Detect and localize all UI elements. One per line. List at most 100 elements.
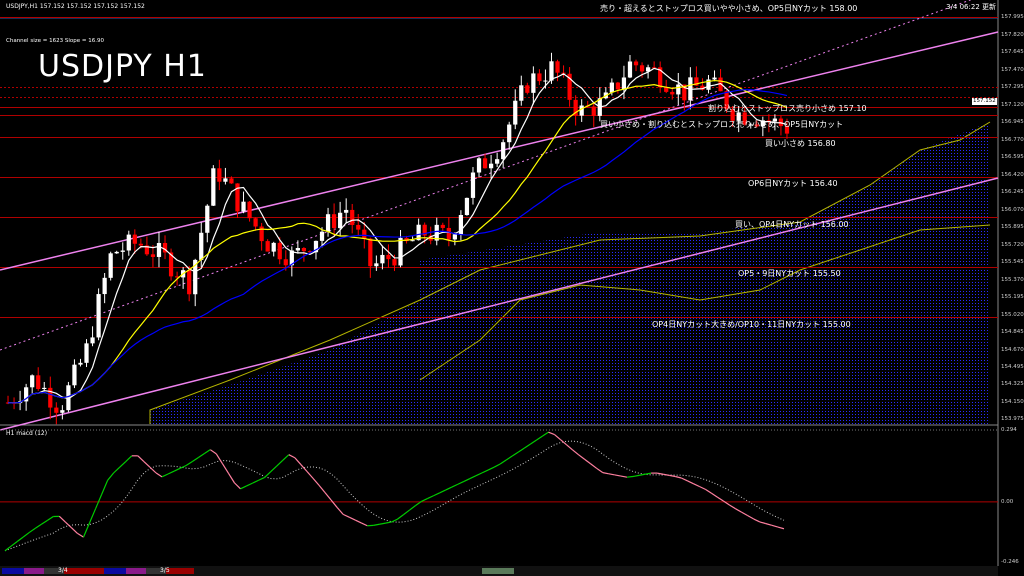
macd-segment [657, 472, 664, 475]
macd-segment [143, 461, 151, 468]
candle-body [591, 106, 596, 116]
candle-body [168, 252, 174, 277]
macd-segment [379, 522, 386, 525]
macd-segment [179, 464, 187, 469]
macd-segment [173, 467, 181, 472]
macd-segment [723, 500, 730, 506]
candle-body [350, 209, 355, 225]
price-tick-label: 156.595 [1001, 154, 1024, 160]
macd-segment [542, 431, 549, 437]
candle-body [356, 224, 361, 230]
candle-body [307, 251, 313, 253]
macd-tick-label: 0.00 [1001, 498, 1014, 505]
time-segment [64, 568, 104, 574]
candle-body [766, 120, 771, 122]
macd-segment [675, 475, 682, 479]
candle-body [386, 254, 391, 260]
macd-segment [4, 545, 12, 552]
candle-body [476, 158, 482, 173]
macd-segment [638, 473, 646, 476]
level-annotation: 買い小さめ 156.80 [765, 139, 836, 148]
macd-segment [445, 486, 453, 491]
price-tick-label: 157.645 [1001, 49, 1024, 55]
price-tick-label: 153.975 [1001, 416, 1024, 422]
candle-body [440, 224, 445, 228]
macd-segment [403, 509, 410, 516]
macd-segment [517, 447, 525, 453]
macd-segment [705, 488, 712, 494]
candle-body [283, 259, 288, 266]
macd-segment [620, 475, 628, 478]
candle-body [609, 82, 614, 93]
macd-segment [234, 482, 241, 490]
macd-segment [487, 466, 495, 471]
time-segment [44, 568, 64, 574]
candle-body [458, 215, 464, 235]
macd-segment [306, 470, 314, 479]
macd-segment [348, 516, 356, 521]
price-tick-label: 156.945 [1001, 119, 1024, 125]
macd-segment [185, 461, 193, 466]
macd-segment [221, 463, 229, 474]
candle-body [138, 243, 143, 246]
candle-body [205, 205, 210, 233]
level-annotation: OP4日NYカット大きめ/OP10・11日NYカット 155.00 [652, 320, 851, 329]
candle-body [72, 364, 77, 386]
macd-segment [536, 435, 543, 441]
candle-body [132, 234, 137, 244]
macd-segment [270, 465, 278, 473]
macd-segment [294, 457, 302, 465]
level-annotation: OP5・9日NYカット 155.50 [738, 269, 841, 278]
macd-segment [433, 492, 441, 497]
price-tick-label: 155.020 [1001, 311, 1024, 318]
macd-label: H1 macd (12) [6, 430, 48, 437]
macd-segment [342, 513, 350, 518]
macd-segment [463, 478, 471, 482]
macd-segment [82, 522, 91, 538]
candle-body [573, 99, 578, 116]
macd-segment [203, 449, 211, 455]
candle-body [217, 168, 222, 182]
candle-body [531, 73, 536, 93]
candle-body [319, 231, 325, 241]
level-annotation: 売り・超えるとストップロス買いやや小さめ、OP5日NYカット 158.00 [600, 4, 858, 13]
macd-segment [258, 476, 265, 481]
candle-body [120, 250, 125, 252]
candle-body [30, 375, 35, 388]
macd-segment [155, 472, 163, 478]
macd-segment [741, 511, 749, 517]
candle-body [639, 65, 645, 72]
price-tick-label: 156.770 [1001, 136, 1024, 143]
macd-segment [191, 457, 199, 463]
price-tick-label: 157.995 [1001, 14, 1024, 20]
candle-body [579, 105, 584, 116]
candle-body [784, 126, 790, 134]
candle-body [247, 201, 252, 219]
macd-segment [451, 483, 459, 488]
candle-body [627, 61, 633, 78]
time-segment [126, 568, 146, 574]
candle-body [362, 229, 367, 239]
time-segment [24, 568, 44, 574]
candle-body [162, 243, 168, 253]
candle-body [621, 77, 627, 90]
candle-body [488, 163, 494, 169]
macd-segment [264, 471, 272, 478]
macd-segment [125, 455, 133, 462]
macd-segment [711, 492, 718, 498]
candle-body [416, 224, 421, 241]
candle-body [718, 77, 723, 92]
candle-body [700, 85, 705, 90]
time-label: 3/5 [160, 567, 170, 574]
candle-body [150, 254, 156, 257]
macd-segment [161, 473, 169, 478]
macd-segment [101, 480, 109, 495]
macd-segment [385, 521, 392, 524]
macd-segment [415, 500, 422, 506]
time-segment [2, 568, 24, 574]
macd-segment [137, 455, 145, 462]
candle-body [271, 242, 276, 252]
macd-segment [113, 466, 121, 474]
macd-segment [397, 514, 404, 520]
